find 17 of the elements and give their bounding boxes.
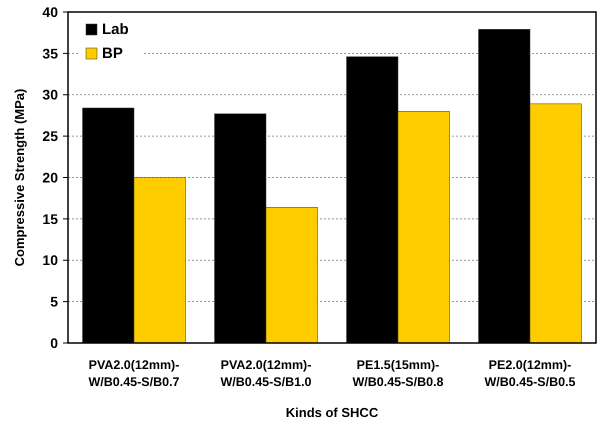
x-tick-label: PE1.5(15mm)- W/B0.45-S/B0.8 [352, 358, 444, 389]
y-tick-label: 40 [42, 4, 58, 20]
y-tick-label: 5 [50, 294, 58, 310]
x-tick-label: PE2.0(12mm)- W/B0.45-S/B0.5 [484, 358, 576, 389]
x-tick-label: PVA2.0(12mm)- W/B0.45-S/B1.0 [220, 358, 312, 389]
y-tick-label: 0 [50, 334, 58, 351]
legend-label: BP [102, 45, 123, 62]
x-tick-label: PVA2.0(12mm)- W/B0.45-S/B0.7 [88, 358, 180, 389]
y-axis-title: Compressive Strength (MPa) [12, 88, 27, 266]
y-tick-label: 35 [42, 45, 58, 62]
x-axis-title: Kinds of SHCC [286, 405, 379, 420]
y-tick-label: 10 [42, 252, 58, 268]
y-tick-label: 20 [42, 169, 58, 186]
legend-label: Lab [102, 21, 129, 38]
y-tick-label: 30 [42, 86, 58, 103]
y-tick-label: 15 [42, 210, 58, 227]
y-tick-label: 25 [42, 128, 58, 144]
